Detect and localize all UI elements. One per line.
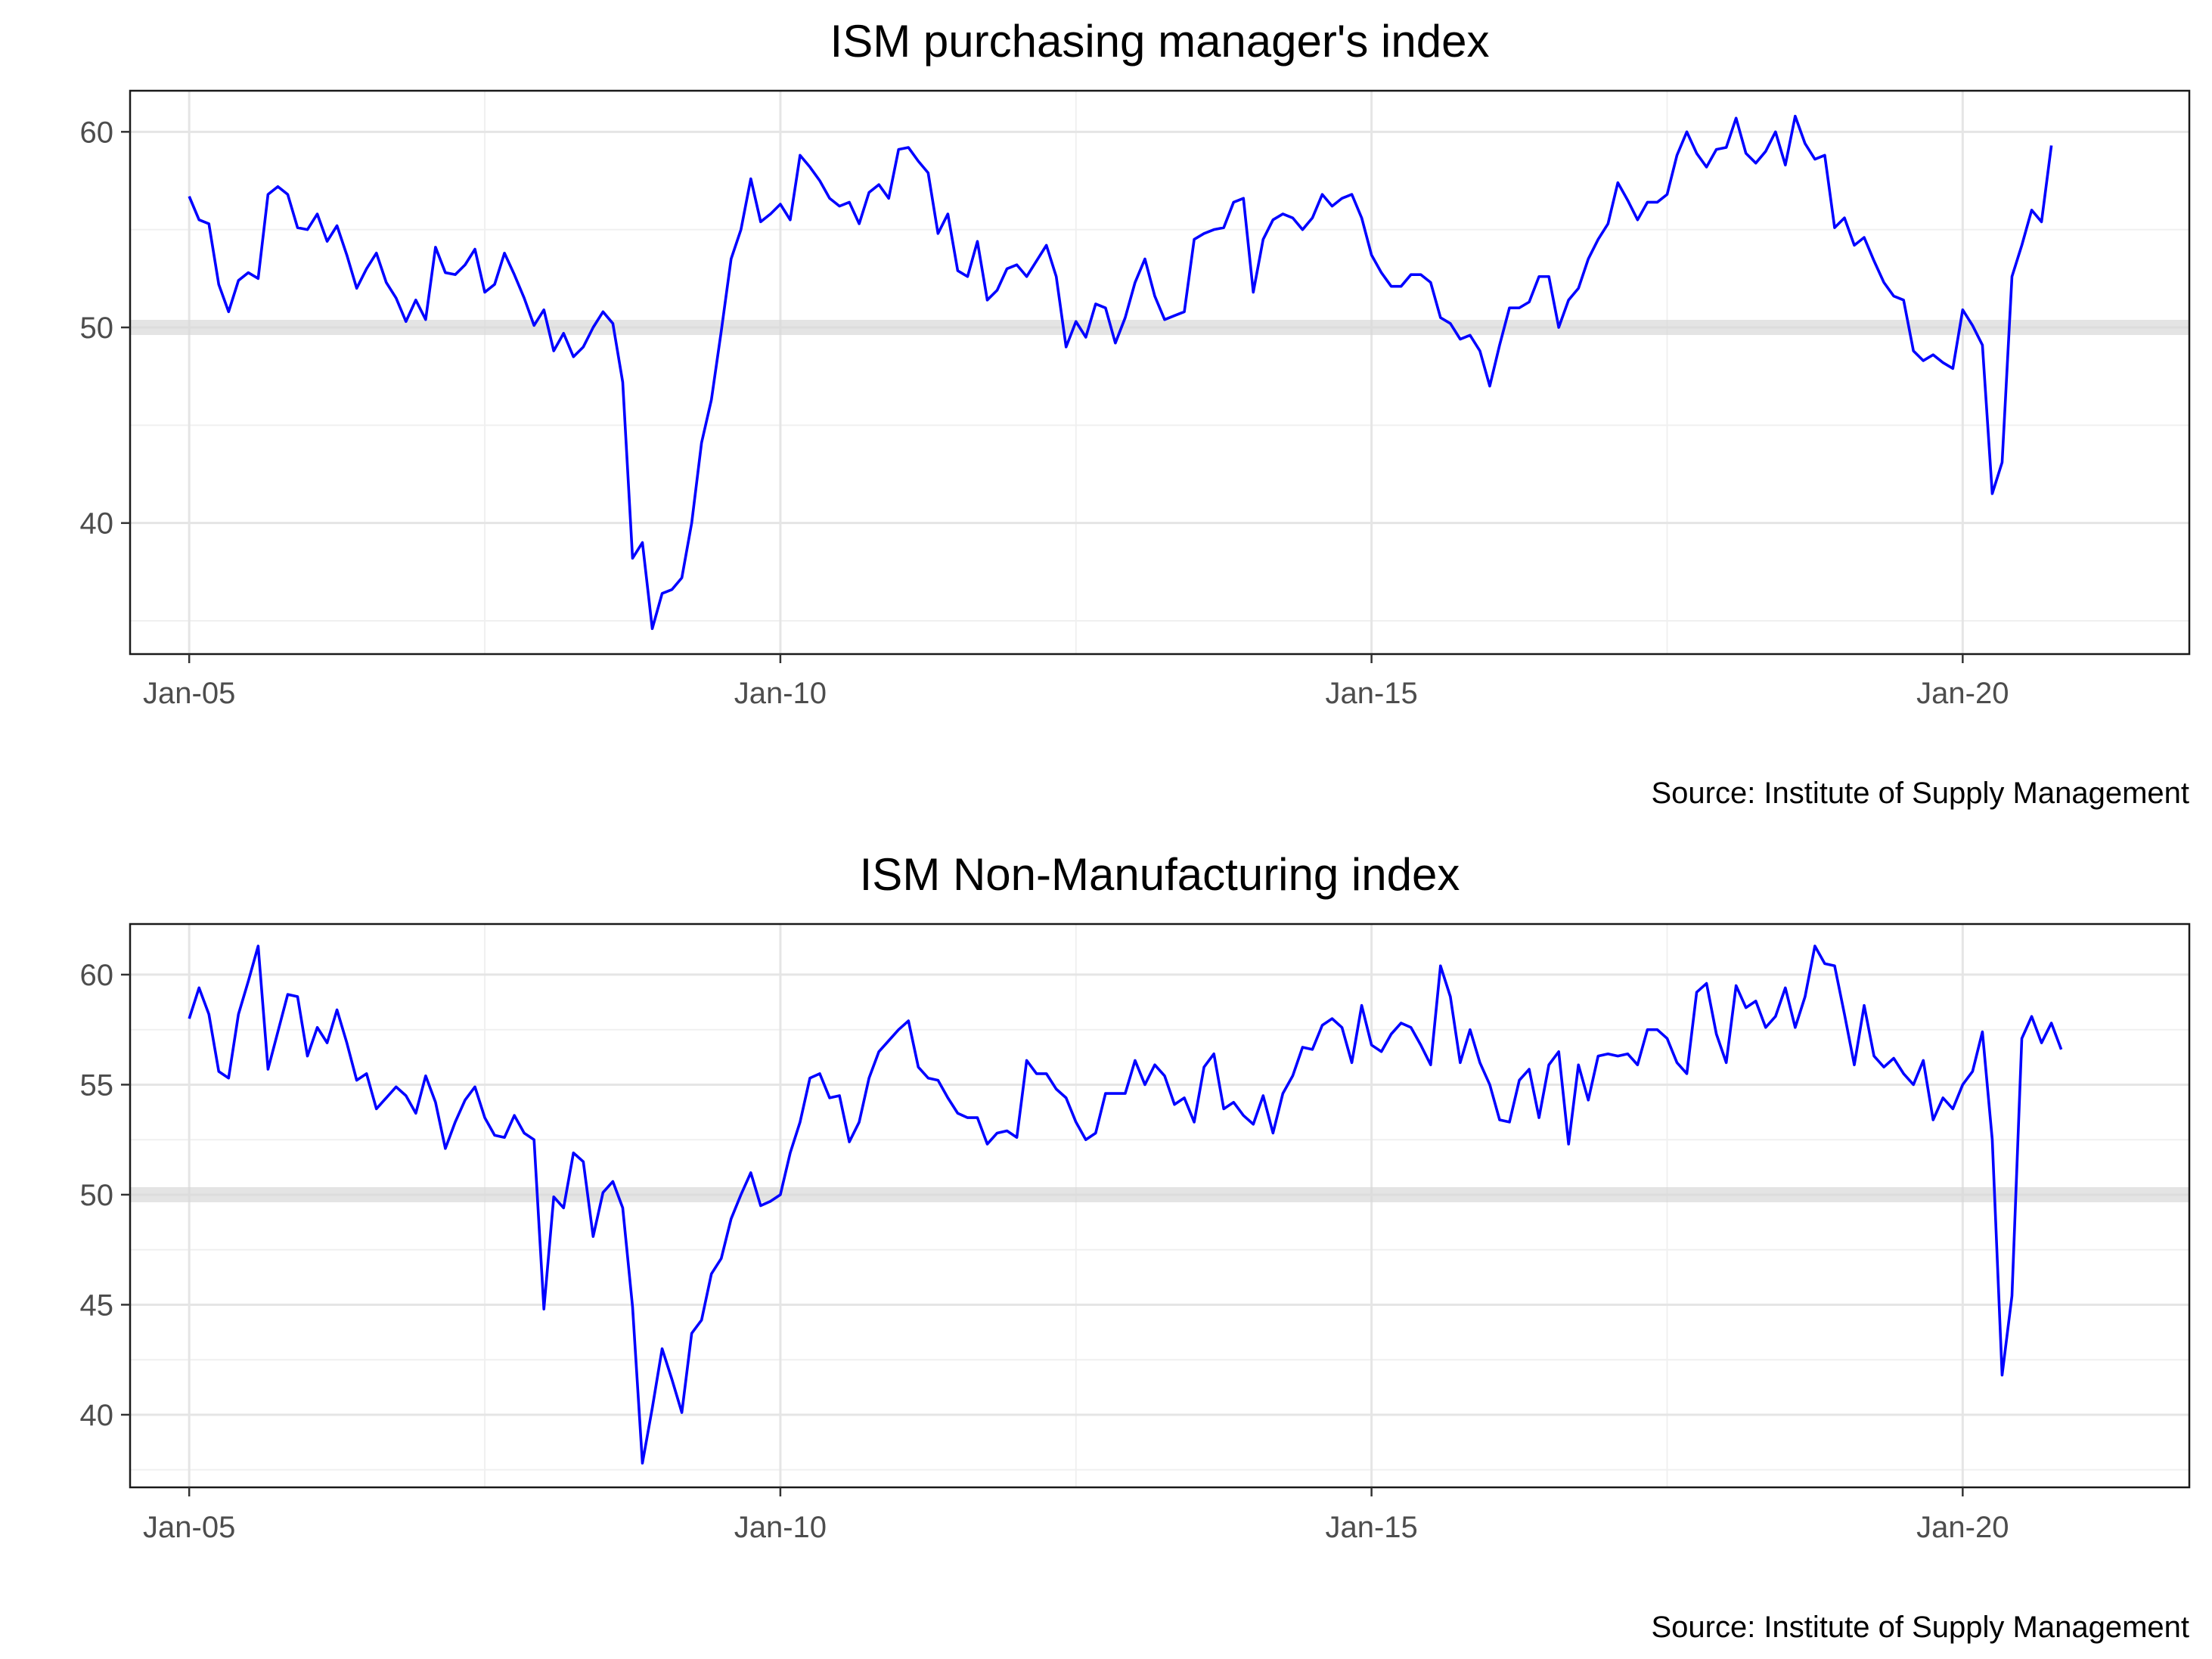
y-tick-label: 50: [80, 312, 114, 345]
panel-border: [129, 923, 2191, 1489]
y-tick-label: 40: [80, 1399, 114, 1432]
y-tick-label: 60: [80, 116, 114, 149]
y-tick-label: 40: [80, 507, 114, 541]
x-tick-label: Jan-15: [1325, 1511, 1417, 1544]
x-tick-label: Jan-05: [143, 677, 235, 710]
series-line-1: [188, 114, 2053, 631]
y-tick-label: 60: [80, 959, 114, 992]
plot-background: [130, 924, 2189, 1487]
y-tick-label: 55: [80, 1068, 114, 1102]
y-tick-label: 45: [80, 1288, 114, 1322]
x-tick-label: Jan-10: [734, 677, 827, 710]
x-tick-label: Jan-10: [734, 1511, 827, 1544]
x-tick-label: Jan-20: [1916, 1511, 2009, 1544]
chart-title: ISM Non-Manufacturing index: [860, 849, 1460, 900]
y-tick-label: 50: [80, 1179, 114, 1212]
x-tick-label: Jan-20: [1916, 677, 2009, 710]
plot-background: [130, 91, 2189, 654]
chart-panel-2: 40 45 50 55 60 Jan-05 Jan-10 Jan-15 Jan-20 ISM No…: [80, 849, 2191, 1644]
chart-caption: Source: Institute of Supply Management: [1651, 777, 2189, 810]
panel-border: [129, 89, 2191, 656]
x-tick-label: Jan-05: [143, 1511, 235, 1544]
chart-caption: Source: Institute of Supply Management: [1651, 1611, 2189, 1644]
chart-title: ISM purchasing manager's index: [830, 16, 1490, 67]
series-line-1: [188, 944, 2063, 1465]
x-tick-label: Jan-15: [1325, 677, 1417, 710]
chart-panel-1: 40 50 60 Jan-05 Jan-10 Jan-15 Jan-20 ISM purcha…: [80, 16, 2191, 810]
